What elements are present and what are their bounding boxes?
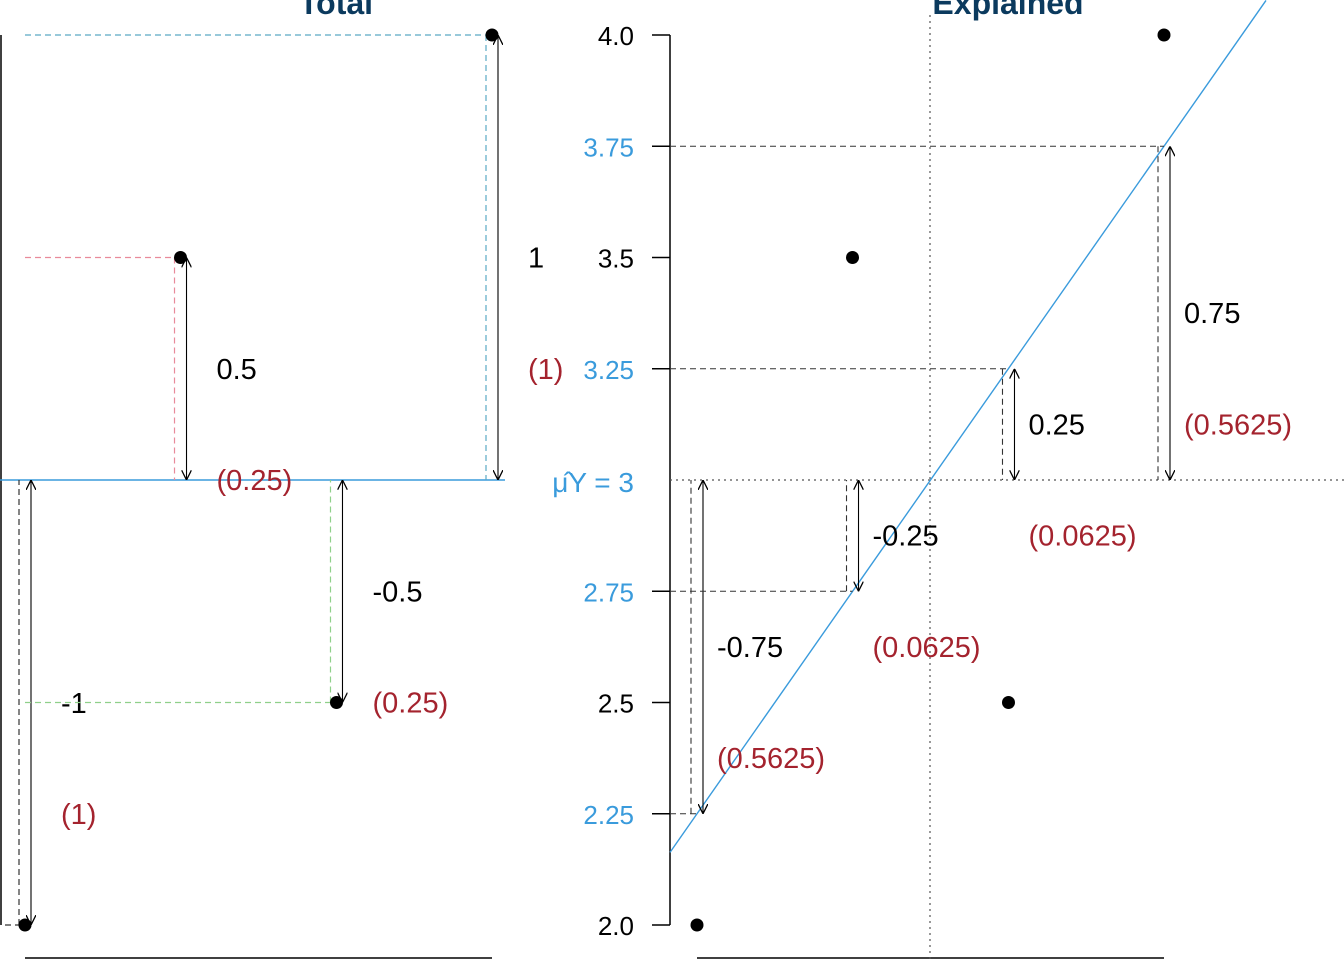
y-tick-labels: 2.0 2.5 3.5 4.0 [598, 21, 634, 941]
total-square-label: (0.25) [372, 688, 448, 720]
explained-square-label: (0.5625) [1184, 409, 1292, 441]
mean-y-label: μ̂Y = 3 [552, 467, 634, 498]
explained-square-label: (0.0625) [1028, 521, 1136, 553]
total-deviation-label: -1 [61, 688, 87, 720]
total-data-point [174, 251, 188, 264]
total-deviation-label: 0.5 [217, 354, 257, 386]
fitted-tick-labels: 2.25 2.75 3.25 3.75 [583, 132, 634, 830]
total-data-point [329, 696, 343, 709]
explained-deviation-label: -0.25 [873, 521, 939, 553]
panel-title-explained: Explained [932, 0, 1083, 21]
total-data-point [485, 28, 499, 42]
explained-data-point [690, 918, 704, 932]
panel-title-total: Total [299, 0, 373, 21]
explained-data-point [1001, 696, 1015, 709]
total-deviation-label: -0.5 [372, 576, 422, 608]
explained-data-point [846, 251, 860, 264]
explained-square-label: (0.5625) [717, 743, 825, 775]
total-panel-marks: -1 (1) 0.5 (0.25) -0.5 (0.25) 1 (1) [5, 28, 563, 932]
total-data-point [18, 918, 32, 932]
total-square-label: (0.25) [217, 465, 293, 497]
explained-panel-marks: -0.75 (0.5625) -0.25 (0.0625) 0.25 (0.0625) 0.… [652, 28, 1292, 932]
explained-deviation-label: 0.75 [1184, 298, 1240, 330]
explained-deviation-label: 0.25 [1028, 409, 1084, 441]
total-square-label: (1) [61, 799, 96, 831]
fitted-tick-label: 2.25 [583, 800, 634, 830]
total-square-label: (1) [528, 354, 563, 386]
fitted-tick-label: 3.25 [583, 355, 634, 385]
explained-square-label: (0.0625) [873, 632, 981, 664]
explained-data-point [1157, 28, 1171, 42]
regression-fit-line [669, 0, 1267, 853]
fitted-tick-label: 3.75 [583, 132, 634, 162]
total-deviation-label: 1 [528, 243, 544, 275]
explained-deviation-label: -0.75 [717, 632, 783, 664]
fitted-tick-label: 2.75 [583, 577, 634, 607]
y-tick-label: 4.0 [598, 21, 634, 51]
y-tick-label: 2.0 [598, 911, 634, 941]
y-tick-label: 2.5 [598, 689, 634, 719]
y-tick-label: 3.5 [598, 244, 634, 274]
